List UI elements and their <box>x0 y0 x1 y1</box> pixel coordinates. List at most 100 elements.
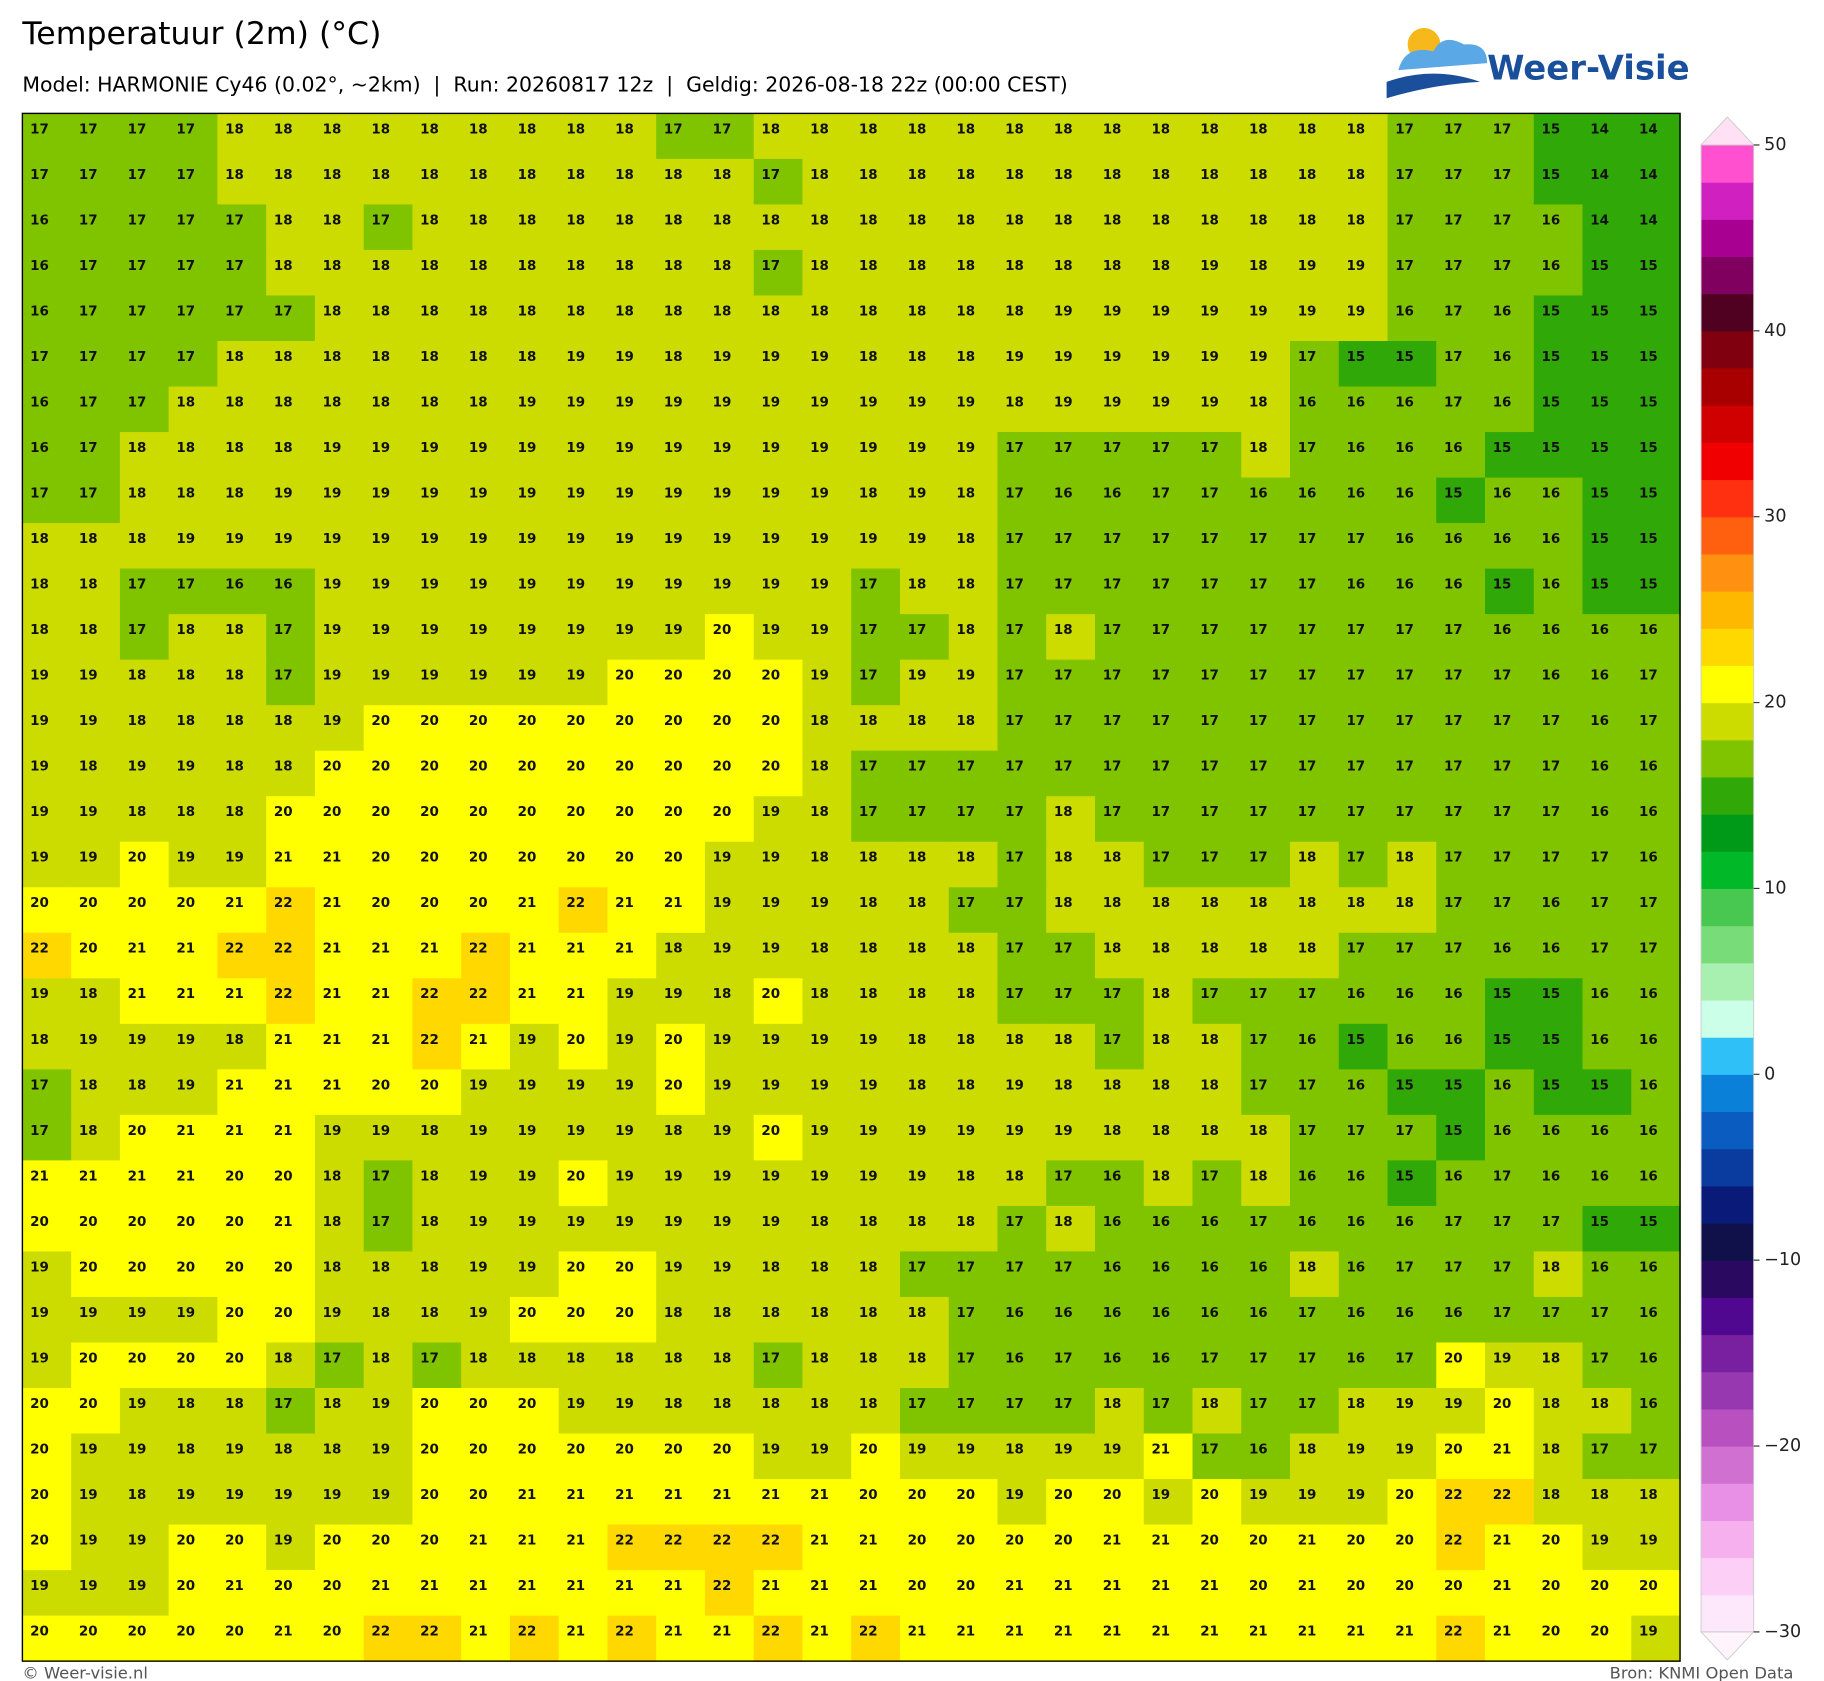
temperature-label: 17 <box>1493 760 1512 775</box>
temperature-cell <box>71 113 121 160</box>
temperature-cell <box>1143 249 1194 297</box>
temperature-label: 18 <box>1151 1124 1170 1139</box>
temperature-cell <box>607 932 657 980</box>
temperature-cell <box>1436 249 1486 297</box>
temperature-label: 19 <box>713 350 732 365</box>
temperature-label: 17 <box>1200 578 1219 593</box>
temperature-cell <box>1289 750 1340 797</box>
temperature-cell <box>656 1205 706 1253</box>
temperature-cell <box>168 978 219 1025</box>
temperature-label: 20 <box>30 1625 49 1640</box>
temperature-label: 16 <box>1541 669 1560 684</box>
temperature-cell <box>119 978 170 1025</box>
temperature-cell <box>1485 568 1535 615</box>
temperature-cell <box>314 249 365 297</box>
temperature-label: 20 <box>713 623 732 638</box>
temperature-cell <box>168 340 219 388</box>
temperature-cell <box>1436 1114 1486 1162</box>
temperature-label: 18 <box>1054 1215 1073 1230</box>
temperature-cell <box>1046 477 1096 524</box>
logo-text: Weer-Visie <box>1487 49 1689 88</box>
temperature-label: 16 <box>1493 942 1512 957</box>
temperature-label: 20 <box>128 1215 147 1230</box>
temperature-cell <box>607 477 657 524</box>
temperature-cell <box>71 614 121 661</box>
temperature-cell <box>753 932 804 980</box>
temperature-cell <box>802 113 852 160</box>
temperature-cell <box>1094 204 1145 251</box>
temperature-label: 22 <box>615 1625 634 1640</box>
temperature-cell <box>1582 1160 1632 1207</box>
temperature-label: 20 <box>518 1306 537 1321</box>
temperature-label: 18 <box>1054 213 1073 228</box>
temperature-label: 17 <box>1200 760 1219 775</box>
temperature-label: 17 <box>1444 669 1463 684</box>
temperature-cell <box>1631 1114 1681 1162</box>
temperature-cell <box>753 659 804 706</box>
temperature-label: 16 <box>1249 1442 1268 1457</box>
temperature-label: 16 <box>1541 486 1560 501</box>
temperature-cell <box>168 1160 219 1207</box>
temperature-cell <box>1582 523 1632 570</box>
temperature-label: 18 <box>274 168 293 183</box>
temperature-label: 17 <box>274 623 293 638</box>
temperature-label: 18 <box>420 122 439 137</box>
temperature-cell <box>802 1023 852 1071</box>
temperature-label: 21 <box>713 1625 732 1640</box>
temperature-label: 20 <box>225 1306 244 1321</box>
temperature-cell <box>168 432 219 479</box>
temperature-cell <box>363 386 414 433</box>
temperature-label: 18 <box>1346 1397 1365 1412</box>
temperature-label: 19 <box>810 350 829 365</box>
temperature-cell <box>266 568 316 615</box>
temperature-label: 20 <box>615 714 634 729</box>
temperature-label: 19 <box>664 987 683 1002</box>
temperature-cell <box>1241 158 1291 206</box>
temperature-label: 18 <box>323 259 342 274</box>
temperature-label: 20 <box>615 1260 634 1275</box>
temperature-label: 20 <box>664 669 683 684</box>
temperature-label: 19 <box>713 1033 732 1048</box>
temperature-label: 17 <box>1298 669 1317 684</box>
temperature-cell <box>1631 295 1681 342</box>
temperature-label: 17 <box>1590 896 1609 911</box>
temperature-label: 16 <box>30 304 49 319</box>
temperature-cell <box>802 750 852 797</box>
temperature-label: 16 <box>1054 1306 1073 1321</box>
temperature-label: 18 <box>225 486 244 501</box>
temperature-label: 20 <box>128 1351 147 1366</box>
temperature-label: 18 <box>469 395 488 410</box>
temperature-label: 17 <box>1005 669 1024 684</box>
temperature-label: 21 <box>128 1169 147 1184</box>
temperature-cell <box>656 1069 706 1116</box>
temperature-label: 19 <box>469 623 488 638</box>
temperature-label: 16 <box>30 395 49 410</box>
temperature-label: 19 <box>1103 304 1122 319</box>
temperature-cell <box>607 1114 657 1162</box>
temperature-label: 18 <box>1005 304 1024 319</box>
temperature-label: 18 <box>713 259 732 274</box>
temperature-label: 17 <box>1054 987 1073 1002</box>
temperature-cell <box>509 1069 560 1116</box>
temperature-cell <box>363 887 414 934</box>
colorbar-segment <box>1701 628 1754 666</box>
temperature-label: 15 <box>1493 987 1512 1002</box>
temperature-label: 17 <box>1298 714 1317 729</box>
temperature-label: 18 <box>859 213 878 228</box>
colorbar-segment <box>1701 1148 1754 1187</box>
temperature-label: 17 <box>1054 1351 1073 1366</box>
temperature-label: 17 <box>1493 805 1512 820</box>
temperature-label: 15 <box>1590 259 1609 274</box>
temperature-cell <box>461 887 511 934</box>
temperature-cell <box>997 1160 1047 1207</box>
temperature-label: 16 <box>1395 532 1414 547</box>
temperature-cell <box>997 386 1047 433</box>
temperature-label: 17 <box>1298 1306 1317 1321</box>
temperature-cell <box>217 432 267 479</box>
temperature-cell <box>1338 841 1389 888</box>
temperature-cell <box>1289 432 1340 479</box>
temperature-label: 17 <box>908 805 927 820</box>
temperature-label: 17 <box>1493 213 1512 228</box>
temperature-cell <box>899 705 950 752</box>
temperature-label: 20 <box>566 1306 585 1321</box>
